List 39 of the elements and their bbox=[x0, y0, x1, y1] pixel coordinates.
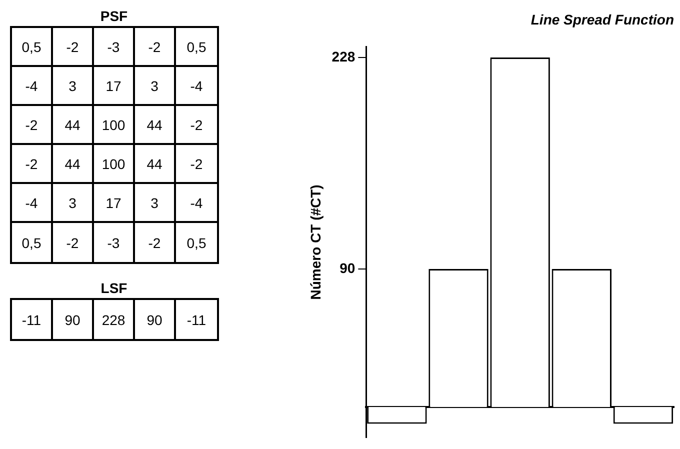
data-label: -2 bbox=[135, 223, 176, 262]
data-label: -2 bbox=[176, 145, 217, 184]
data-label: 0,5 bbox=[176, 28, 217, 67]
data-label: 228 bbox=[94, 300, 135, 339]
data-label: 3 bbox=[53, 67, 94, 106]
chart-title: LSF bbox=[100, 280, 128, 298]
data-label: -4 bbox=[12, 184, 53, 223]
data-label: -2 bbox=[12, 106, 53, 145]
data-label: 44 bbox=[135, 106, 176, 145]
data-label: -3 bbox=[94, 223, 135, 262]
data-label: -2 bbox=[176, 106, 217, 145]
data-label: -4 bbox=[12, 67, 53, 106]
data-label: 100 bbox=[94, 145, 135, 184]
data-label: 0,5 bbox=[176, 223, 217, 262]
data-label: -2 bbox=[53, 223, 94, 262]
chart-title: Line Spread Function bbox=[530, 11, 674, 28]
data-label: -11 bbox=[12, 300, 53, 339]
data-label: 3 bbox=[135, 67, 176, 106]
data-label: 0,5 bbox=[12, 28, 53, 67]
data-label: -4 bbox=[176, 67, 217, 106]
data-label: 100 bbox=[94, 106, 135, 145]
data-label: 3 bbox=[53, 184, 94, 223]
data-label: -2 bbox=[12, 145, 53, 184]
data-label: 44 bbox=[53, 106, 94, 145]
data-label: 17 bbox=[94, 184, 135, 223]
data-label: 44 bbox=[53, 145, 94, 184]
data-label: 17 bbox=[94, 67, 135, 106]
data-label: -4 bbox=[176, 184, 217, 223]
data-label: 3 bbox=[135, 184, 176, 223]
data-label: 44 bbox=[135, 145, 176, 184]
data-label: 0,5 bbox=[12, 223, 53, 262]
data-label: 90 bbox=[135, 300, 176, 339]
y-axis-title: Número CT (#CT) bbox=[307, 184, 324, 300]
chart-title: PSF bbox=[99, 8, 129, 26]
data-label: -2 bbox=[135, 28, 176, 67]
data-label: 90 bbox=[53, 300, 94, 339]
data-label: -2 bbox=[53, 28, 94, 67]
data-label: -11 bbox=[176, 300, 217, 339]
data-label: -3 bbox=[94, 28, 135, 67]
